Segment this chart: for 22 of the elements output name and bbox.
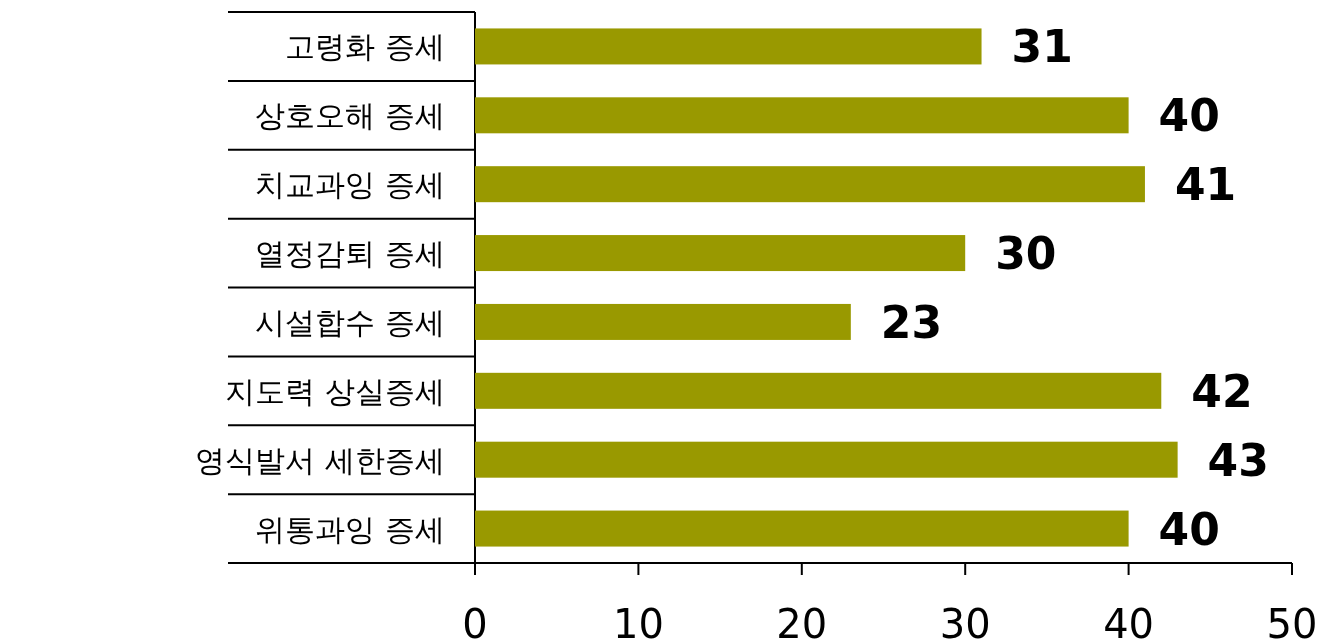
y-tick-label: 영식발서 세한증세 [195, 442, 445, 478]
x-tick-label: 0 [462, 601, 488, 642]
y-tick-label: 위통과잉 증세 [255, 511, 445, 547]
y-tick-label: 지도력 상실증세 [225, 373, 445, 409]
y-tick-label: 고령화 증세 [285, 29, 445, 65]
x-tick-label: 10 [612, 601, 664, 642]
data-label: 43 [1207, 434, 1269, 486]
x-tick-label: 40 [1103, 601, 1155, 642]
data-label: 31 [1011, 21, 1073, 73]
data-label: 40 [1158, 90, 1220, 142]
x-tick-label: 30 [939, 601, 991, 642]
data-label: 42 [1191, 365, 1253, 417]
x-tick-label: 20 [776, 601, 828, 642]
data-label: 41 [1174, 159, 1237, 211]
x-tick-label: 50 [1266, 601, 1318, 642]
data-label: 23 [880, 296, 943, 348]
y-tick-label: 치교과잉 증세 [255, 167, 445, 203]
data-label: 30 [995, 228, 1057, 280]
y-tick-label: 열정감퇴 증세 [255, 236, 445, 272]
y-tick-label: 상호오해 증세 [255, 98, 445, 134]
data-label: 40 [1158, 503, 1220, 555]
y-tick-label: 시설합수 증세 [255, 304, 445, 340]
